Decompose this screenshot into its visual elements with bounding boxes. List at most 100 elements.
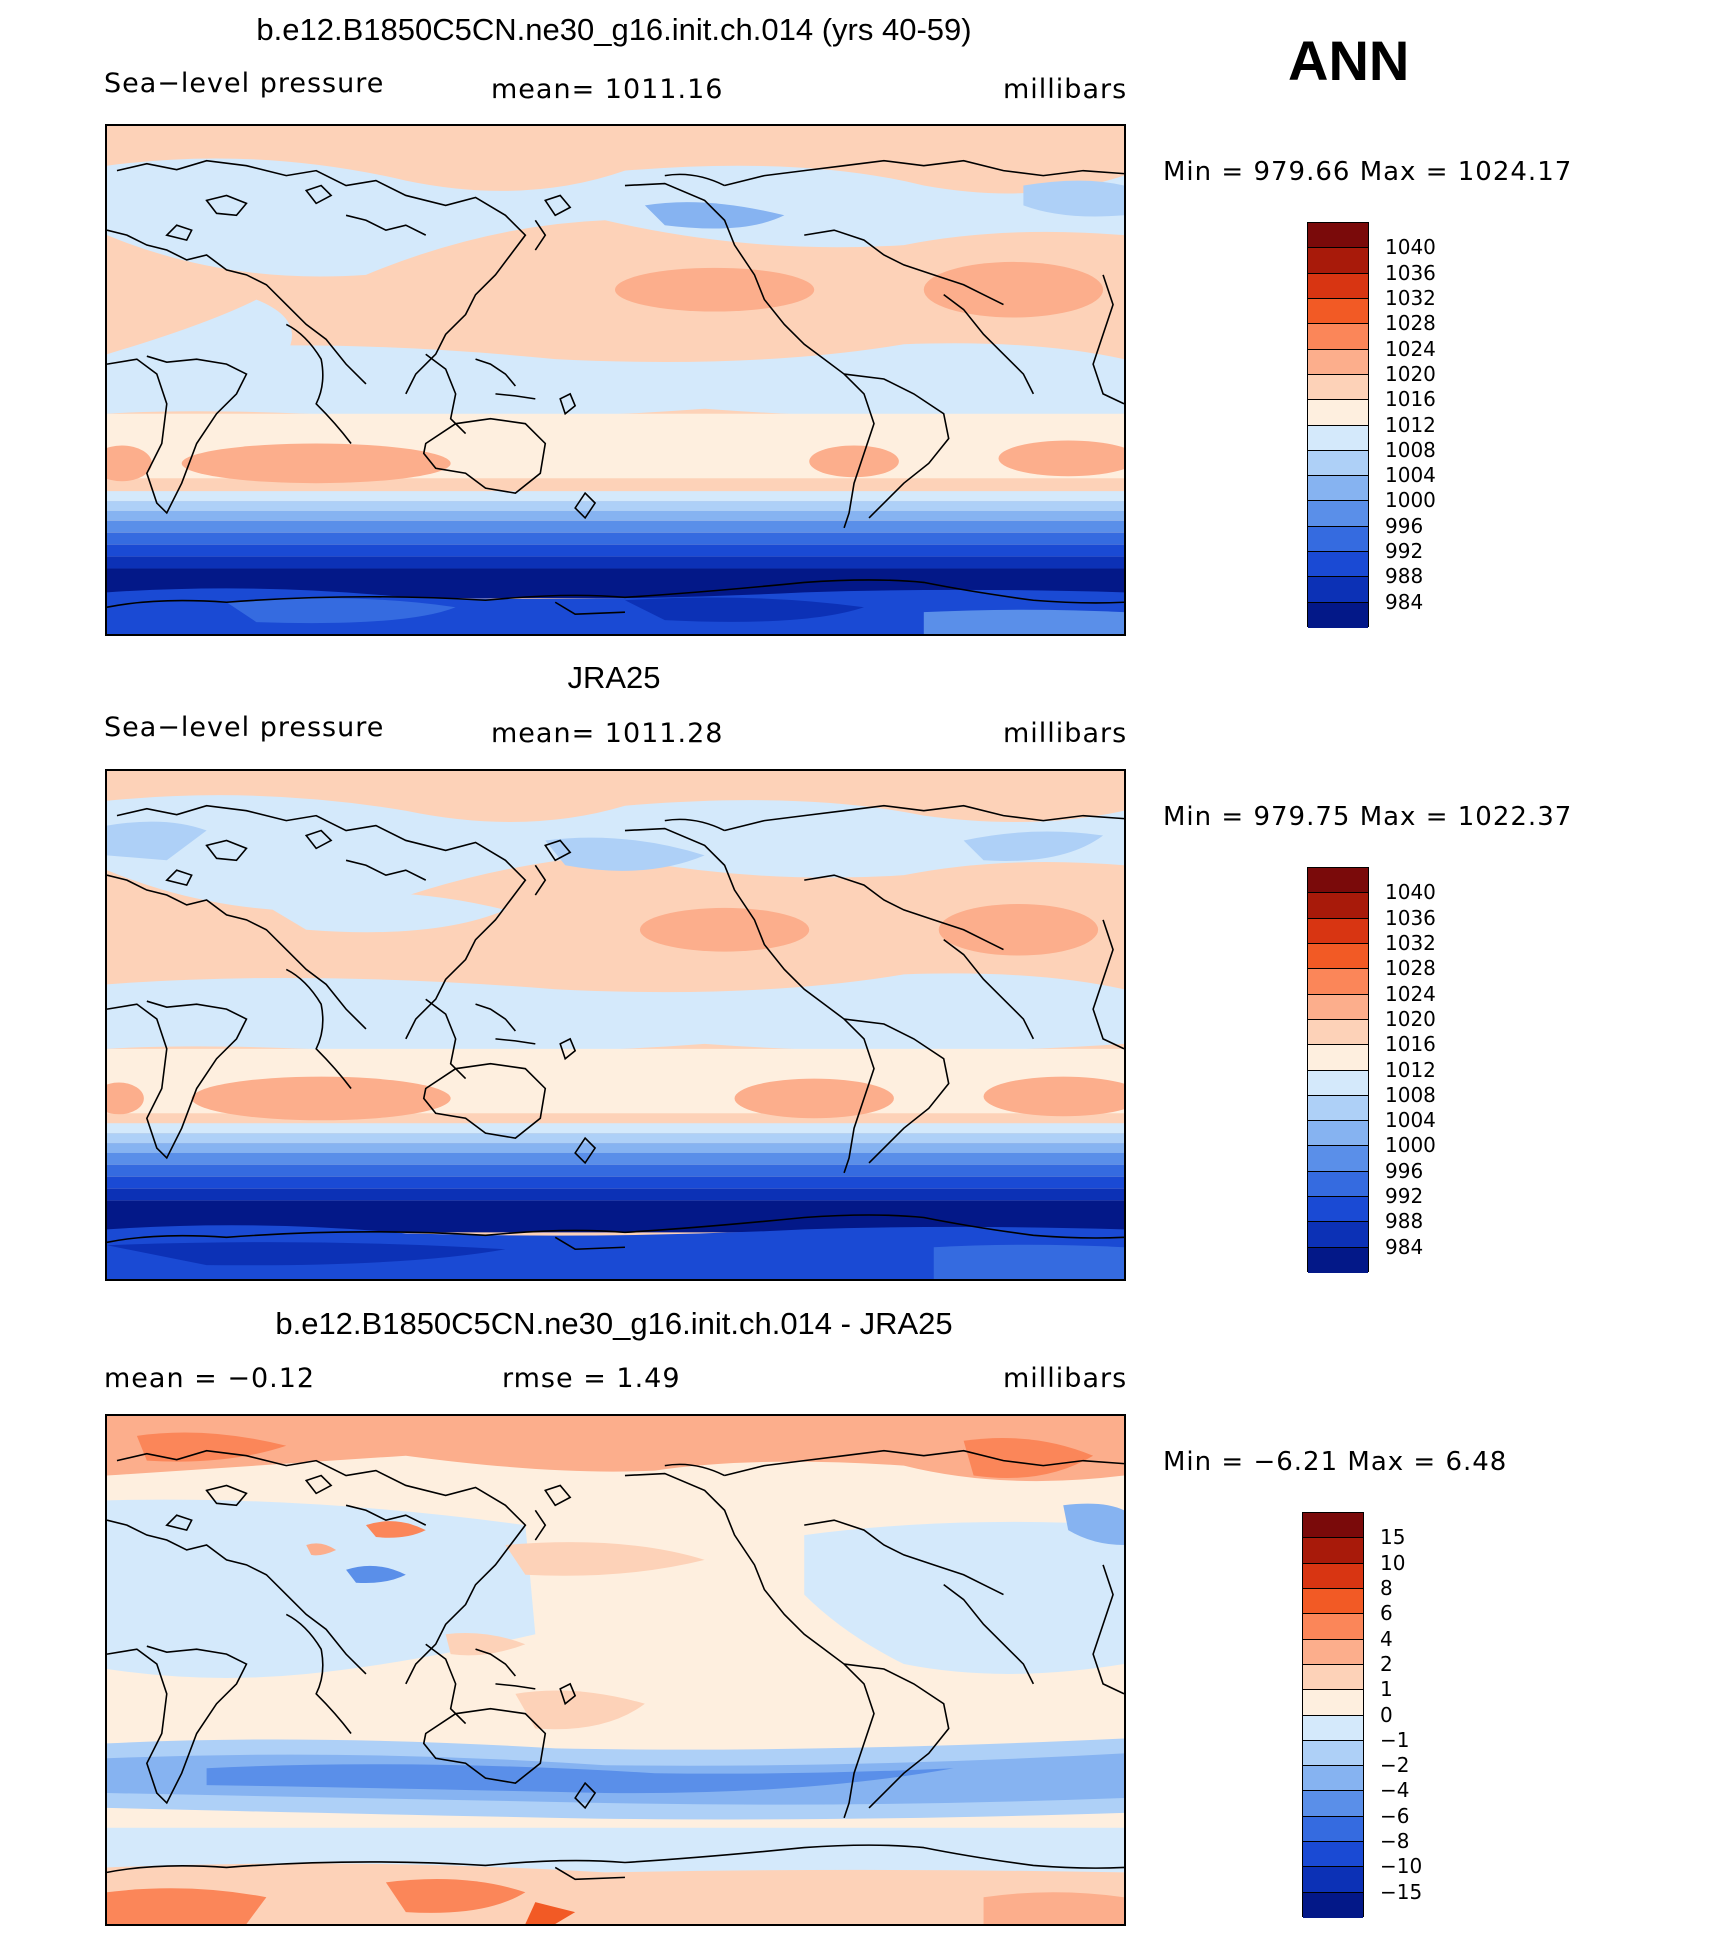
colorbar-tick-label: 1024 — [1385, 336, 1436, 361]
colorbar-tick-label: 988 — [1385, 1209, 1424, 1234]
colorbar-segment — [1308, 552, 1368, 578]
panel-2-units-label: millibars — [1003, 718, 1128, 749]
colorbar-tick-label: 1036 — [1385, 260, 1436, 285]
colorbar-tick-label: 6 — [1380, 1601, 1393, 1626]
colorbar-tick-label: 992 — [1385, 539, 1424, 564]
colorbar-tick-label: −1 — [1380, 1727, 1410, 1752]
panel-2-variable-label: Sea−level pressure — [104, 712, 385, 743]
colorbar-tick-label: 1016 — [1385, 387, 1436, 412]
colorbar-segment — [1303, 1892, 1363, 1918]
colorbar-segment — [1303, 1588, 1363, 1615]
colorbar-segment — [1308, 893, 1368, 919]
colorbar-segment — [1308, 1171, 1368, 1198]
colorbar-segment — [1308, 526, 1368, 553]
colorbar-tick-label: 15 — [1380, 1525, 1406, 1550]
colorbar-tick-label: 996 — [1385, 513, 1424, 538]
colorbar-segment — [1308, 1247, 1368, 1273]
colorbar-tick-label: 1004 — [1385, 463, 1436, 488]
colorbar-segment — [1308, 868, 1368, 894]
colorbar-segment — [1308, 374, 1368, 401]
colorbar-segment — [1308, 501, 1368, 527]
panel-1-variable-label: Sea−level pressure — [104, 68, 385, 99]
colorbar-tick-label: 1020 — [1385, 1006, 1436, 1031]
panel-2-title: JRA25 — [567, 660, 661, 695]
colorbar-tick-label: 1028 — [1385, 956, 1436, 981]
panel-3-mean-label: mean = −0.12 — [104, 1363, 316, 1394]
colorbar-tick-label: 996 — [1385, 1158, 1424, 1183]
panel-1-title: b.e12.B1850C5CN.ne30_g16.init.ch.014 (yr… — [256, 12, 972, 47]
panel-2-map — [105, 769, 1126, 1281]
colorbar-segment — [1308, 324, 1368, 350]
colorbar-tick-label: −4 — [1380, 1778, 1410, 1803]
colorbar-segment — [1303, 1639, 1363, 1665]
colorbar-segment — [1308, 1197, 1368, 1223]
colorbar-segment — [1308, 1121, 1368, 1147]
panel-3-map — [105, 1414, 1126, 1926]
colorbar-tick-label: −10 — [1380, 1854, 1423, 1879]
colorbar-segment — [1303, 1766, 1363, 1792]
colorbar-tick-label: 2 — [1380, 1651, 1393, 1676]
colorbar-tick-label: 10 — [1380, 1550, 1406, 1575]
panel-1-units-label: millibars — [1003, 74, 1128, 105]
panel-2-mean-label: mean= 1011.28 — [491, 718, 724, 749]
colorbar-segment — [1308, 1222, 1368, 1248]
colorbar-segment — [1308, 400, 1368, 426]
panel-1-map — [105, 124, 1126, 636]
colorbar-tick-label: 1004 — [1385, 1108, 1436, 1133]
colorbar-segment — [1308, 248, 1368, 274]
colorbar-segment — [1303, 1816, 1363, 1843]
panel-1-minmax: Min = 979.66 Max = 1024.17 — [1163, 157, 1573, 187]
colorbar-tick-label: 984 — [1385, 589, 1424, 614]
colorbar-segment — [1308, 476, 1368, 502]
colorbar-segment — [1303, 1513, 1363, 1539]
panel-3-minmax: Min = −6.21 Max = 6.48 — [1163, 1447, 1508, 1477]
colorbar-segment — [1303, 1791, 1363, 1817]
panel-3-rmse-label: rmse = 1.49 — [502, 1363, 681, 1394]
colorbar-tick-label: 1040 — [1385, 880, 1436, 905]
colorbar-tick-label: 992 — [1385, 1184, 1424, 1209]
colorbar-segment — [1303, 1690, 1363, 1716]
colorbar-tick-label: 1036 — [1385, 905, 1436, 930]
colorbar-segment — [1303, 1538, 1363, 1564]
colorbar-tick-label: 1 — [1380, 1677, 1393, 1702]
colorbar-segment — [1308, 298, 1368, 325]
colorbar-segment — [1308, 918, 1368, 944]
colorbar-tick-label: 1016 — [1385, 1032, 1436, 1057]
colorbar-segment — [1303, 1842, 1363, 1868]
colorbar-segment — [1308, 1146, 1368, 1172]
colorbar-segment — [1308, 450, 1368, 477]
colorbar-segment — [1303, 1715, 1363, 1741]
colorbar-segment — [1303, 1664, 1363, 1691]
colorbar-segment — [1308, 577, 1368, 603]
colorbar-segment — [1308, 425, 1368, 451]
colorbar-segment — [1308, 273, 1368, 299]
colorbar-segment — [1303, 1614, 1363, 1640]
colorbar-tick-label: 1000 — [1385, 1133, 1436, 1158]
colorbar-tick-label: 1012 — [1385, 412, 1436, 437]
colorbar-segment — [1308, 943, 1368, 970]
colorbar-tick-label: 1000 — [1385, 488, 1436, 513]
panel-3-contour-field — [107, 1416, 1124, 1924]
colorbar-segment — [1308, 1045, 1368, 1071]
colorbar-tick-label: 1020 — [1385, 361, 1436, 386]
colorbar-tick-label: −6 — [1380, 1803, 1410, 1828]
colorbar-tick-label: 984 — [1385, 1234, 1424, 1259]
colorbar-tick-label: 1028 — [1385, 311, 1436, 336]
colorbar-tick-label: 4 — [1380, 1626, 1393, 1651]
panel-3-title: b.e12.B1850C5CN.ne30_g16.init.ch.014 - J… — [275, 1306, 953, 1341]
colorbar-tick-label: −2 — [1380, 1753, 1410, 1778]
colorbar-tick-label: 1008 — [1385, 437, 1436, 462]
colorbar-segment — [1308, 1095, 1368, 1122]
colorbar-tick-label: 1032 — [1385, 285, 1436, 310]
colorbar-tick-label: −8 — [1380, 1829, 1410, 1854]
panel-2-minmax: Min = 979.75 Max = 1022.37 — [1163, 802, 1573, 832]
colorbar-tick-label: 1024 — [1385, 981, 1436, 1006]
colorbar-tick-label: 1040 — [1385, 235, 1436, 260]
colorbar-segment — [1308, 1019, 1368, 1046]
colorbar-tick-label: 988 — [1385, 564, 1424, 589]
colorbar-segment — [1308, 1070, 1368, 1096]
colorbar-tick-label: 1032 — [1385, 930, 1436, 955]
season-label: ANN — [1288, 29, 1410, 92]
panel-1-mean-label: mean= 1011.16 — [491, 74, 724, 105]
colorbar-tick-label: 1012 — [1385, 1057, 1436, 1082]
